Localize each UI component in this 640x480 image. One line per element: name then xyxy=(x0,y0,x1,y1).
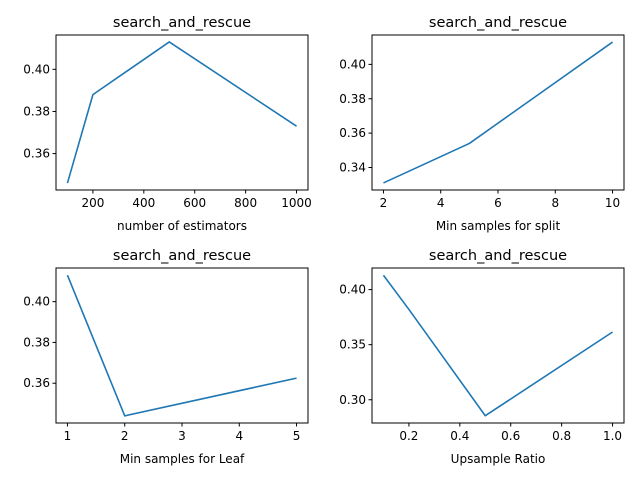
x-tick-label: 3 xyxy=(178,429,186,443)
y-tick-label: 0.38 xyxy=(23,335,50,349)
y-tick-label: 0.36 xyxy=(339,126,366,140)
x-tick-label: 6 xyxy=(494,196,502,210)
y-tick-label: 0.36 xyxy=(23,147,50,161)
x-tick-label: 1 xyxy=(64,429,72,443)
x-tick-label: 8 xyxy=(551,196,559,210)
y-tick-label: 0.40 xyxy=(23,62,50,76)
subplot-3: search_and_rescue Min samples for Leaf 1… xyxy=(23,248,309,466)
x-tick-label: 400 xyxy=(132,196,155,210)
subplot-1: search_and_rescue number of estimators 2… xyxy=(23,15,312,233)
x-tick-label: 1000 xyxy=(281,196,312,210)
x-tick-label: 10 xyxy=(605,196,620,210)
subplot-1-series-line xyxy=(66,41,297,184)
x-tick-label: 0.6 xyxy=(501,429,520,443)
y-tick-label: 0.35 xyxy=(339,338,366,352)
x-tick-label: 2 xyxy=(380,196,388,210)
subplot-2: search_and_rescue Min samples for split … xyxy=(339,15,625,233)
subplot-4: search_and_rescue Upsample Ratio 0.2 0.4 0… xyxy=(339,248,625,466)
subplot-4-series-line xyxy=(382,274,613,417)
subplot-4-xlabel: Upsample Ratio xyxy=(451,452,546,466)
y-tick-label: 0.40 xyxy=(23,295,50,309)
subplot-3-title: search_and_rescue xyxy=(113,248,251,264)
y-tick-label: 0.36 xyxy=(23,376,50,390)
x-tick-label: 200 xyxy=(81,196,104,210)
subplot-3-xlabel: Min samples for Leaf xyxy=(120,452,245,466)
y-tick-label: 0.38 xyxy=(339,92,366,106)
y-tick-label: 0.34 xyxy=(339,160,366,174)
y-tick-label: 0.30 xyxy=(339,393,366,407)
x-tick-label: 4 xyxy=(437,196,445,210)
x-tick-label: 800 xyxy=(234,196,257,210)
subplot-1-xlabel: number of estimators xyxy=(117,219,247,233)
subplot-1-axes-frame xyxy=(55,34,309,191)
x-tick-label: 2 xyxy=(121,429,129,443)
x-tick-label: 4 xyxy=(235,429,243,443)
subplot-1-title: search_and_rescue xyxy=(113,15,251,31)
y-tick-label: 0.40 xyxy=(339,57,366,71)
x-tick-label: 1.0 xyxy=(603,429,622,443)
y-tick-label: 0.40 xyxy=(339,283,366,297)
x-tick-label: 0.2 xyxy=(399,429,418,443)
subplot-2-title: search_and_rescue xyxy=(429,15,567,31)
x-tick-label: 5 xyxy=(293,429,301,443)
y-tick-label: 0.38 xyxy=(23,104,50,118)
x-tick-label: 0.8 xyxy=(552,429,571,443)
subplot-4-title: search_and_rescue xyxy=(429,248,567,264)
subplot-2-xlabel: Min samples for split xyxy=(436,219,561,233)
subplot-4-axes-frame xyxy=(371,267,625,424)
x-tick-label: 600 xyxy=(183,196,206,210)
x-tick-label: 0.4 xyxy=(450,429,469,443)
